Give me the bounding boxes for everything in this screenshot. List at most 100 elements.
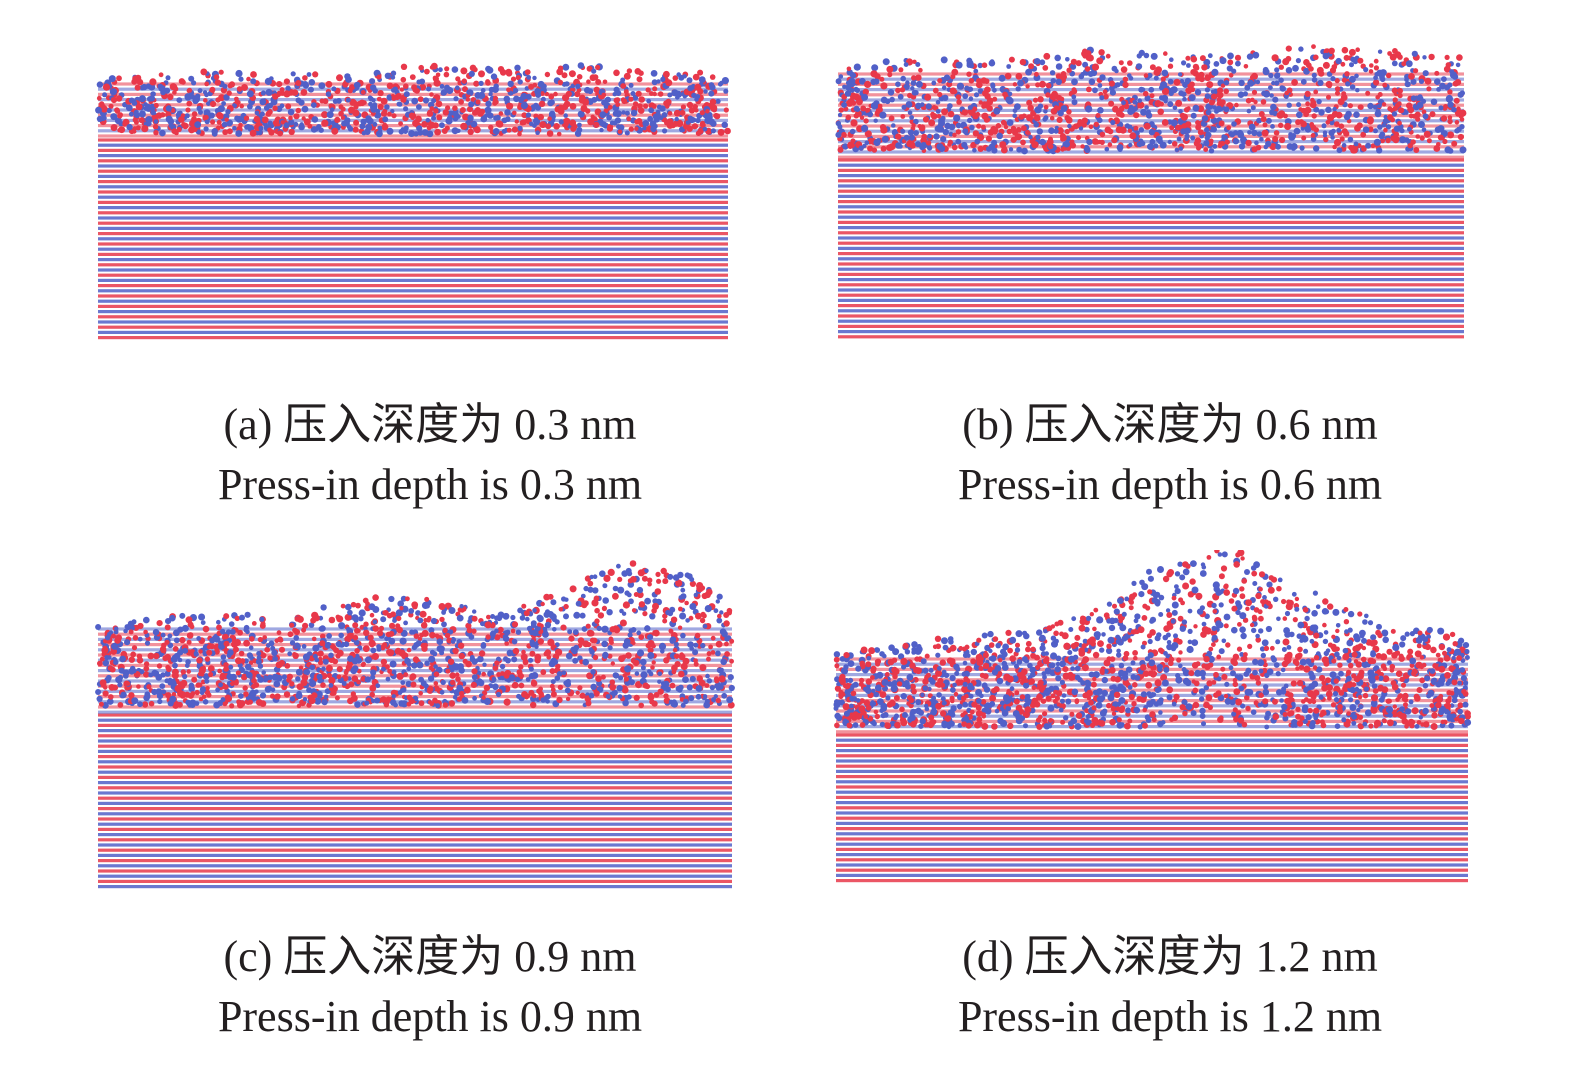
atom — [955, 94, 962, 100]
atom — [147, 652, 155, 660]
atom — [1232, 677, 1238, 683]
atom — [452, 647, 459, 655]
atom — [1431, 712, 1438, 719]
atom — [384, 72, 392, 79]
atom — [259, 98, 267, 106]
atom — [947, 142, 952, 147]
atom — [881, 135, 889, 143]
atom — [499, 69, 507, 76]
atom — [249, 129, 257, 137]
atom — [1127, 108, 1134, 115]
atom — [594, 607, 600, 614]
atom — [248, 660, 254, 665]
atom — [141, 701, 149, 708]
lattice-row — [836, 827, 1468, 831]
atom — [358, 616, 364, 622]
atom — [1154, 100, 1162, 107]
atom — [879, 111, 887, 119]
lattice-row — [98, 859, 732, 863]
atom — [153, 130, 159, 136]
atom — [1097, 117, 1103, 124]
atom — [1333, 121, 1340, 127]
atom — [980, 124, 986, 130]
atom — [841, 131, 847, 138]
atom — [243, 115, 250, 121]
atom — [569, 103, 577, 110]
atom — [928, 119, 936, 127]
atom — [1282, 638, 1290, 646]
atom — [1204, 74, 1211, 82]
atom — [108, 694, 114, 700]
atom — [1370, 634, 1377, 641]
atom — [474, 658, 479, 663]
atom — [621, 686, 629, 694]
atom — [1262, 66, 1269, 73]
atom — [678, 606, 683, 612]
atom — [1084, 66, 1091, 72]
atom — [239, 103, 244, 109]
atom — [682, 676, 689, 683]
atom — [408, 112, 416, 119]
atom — [972, 112, 979, 120]
atom — [1442, 138, 1448, 145]
atom — [694, 83, 702, 91]
atom — [1322, 130, 1328, 135]
atom — [565, 90, 572, 97]
atom — [629, 560, 637, 567]
atom — [572, 657, 579, 664]
atom — [864, 80, 872, 88]
atom — [374, 111, 382, 119]
atom — [1028, 134, 1033, 140]
atom — [308, 697, 316, 705]
atom — [235, 657, 242, 665]
atom — [511, 638, 518, 645]
atom — [937, 91, 943, 98]
atom — [222, 83, 228, 89]
atom — [250, 71, 257, 78]
atom — [246, 671, 253, 679]
atom — [1219, 57, 1227, 65]
atom — [913, 118, 919, 125]
atom — [1002, 121, 1008, 126]
atom — [634, 671, 640, 676]
atom — [457, 642, 465, 649]
atom — [387, 111, 392, 117]
atom — [1209, 113, 1215, 119]
atom — [962, 93, 969, 100]
atom — [537, 615, 544, 623]
atom — [873, 78, 880, 85]
atom — [940, 136, 947, 143]
atom — [449, 672, 457, 679]
atom — [1039, 80, 1046, 88]
atom — [277, 130, 284, 137]
atom — [350, 694, 358, 702]
atom — [144, 693, 151, 699]
atom — [289, 640, 296, 646]
atom — [344, 668, 349, 674]
atom — [699, 110, 705, 116]
atom — [1426, 86, 1432, 92]
atom — [430, 617, 438, 625]
atom — [335, 641, 342, 647]
atom — [489, 632, 496, 639]
atom — [1153, 75, 1159, 81]
atom — [281, 674, 288, 680]
atom — [1185, 87, 1193, 94]
atom — [1331, 128, 1336, 134]
atom — [560, 624, 567, 631]
atom — [1457, 702, 1464, 709]
atom — [1123, 103, 1130, 110]
lattice-row — [98, 713, 732, 717]
atom — [589, 574, 594, 580]
atom — [1125, 666, 1133, 673]
atom — [426, 86, 432, 92]
atom — [187, 87, 193, 93]
atom — [433, 108, 439, 114]
lattice-row — [838, 220, 1464, 224]
atom — [1422, 682, 1429, 689]
atom — [575, 600, 582, 607]
atom — [345, 97, 351, 103]
atom — [185, 699, 191, 706]
atom — [511, 682, 517, 689]
atom — [561, 81, 567, 87]
